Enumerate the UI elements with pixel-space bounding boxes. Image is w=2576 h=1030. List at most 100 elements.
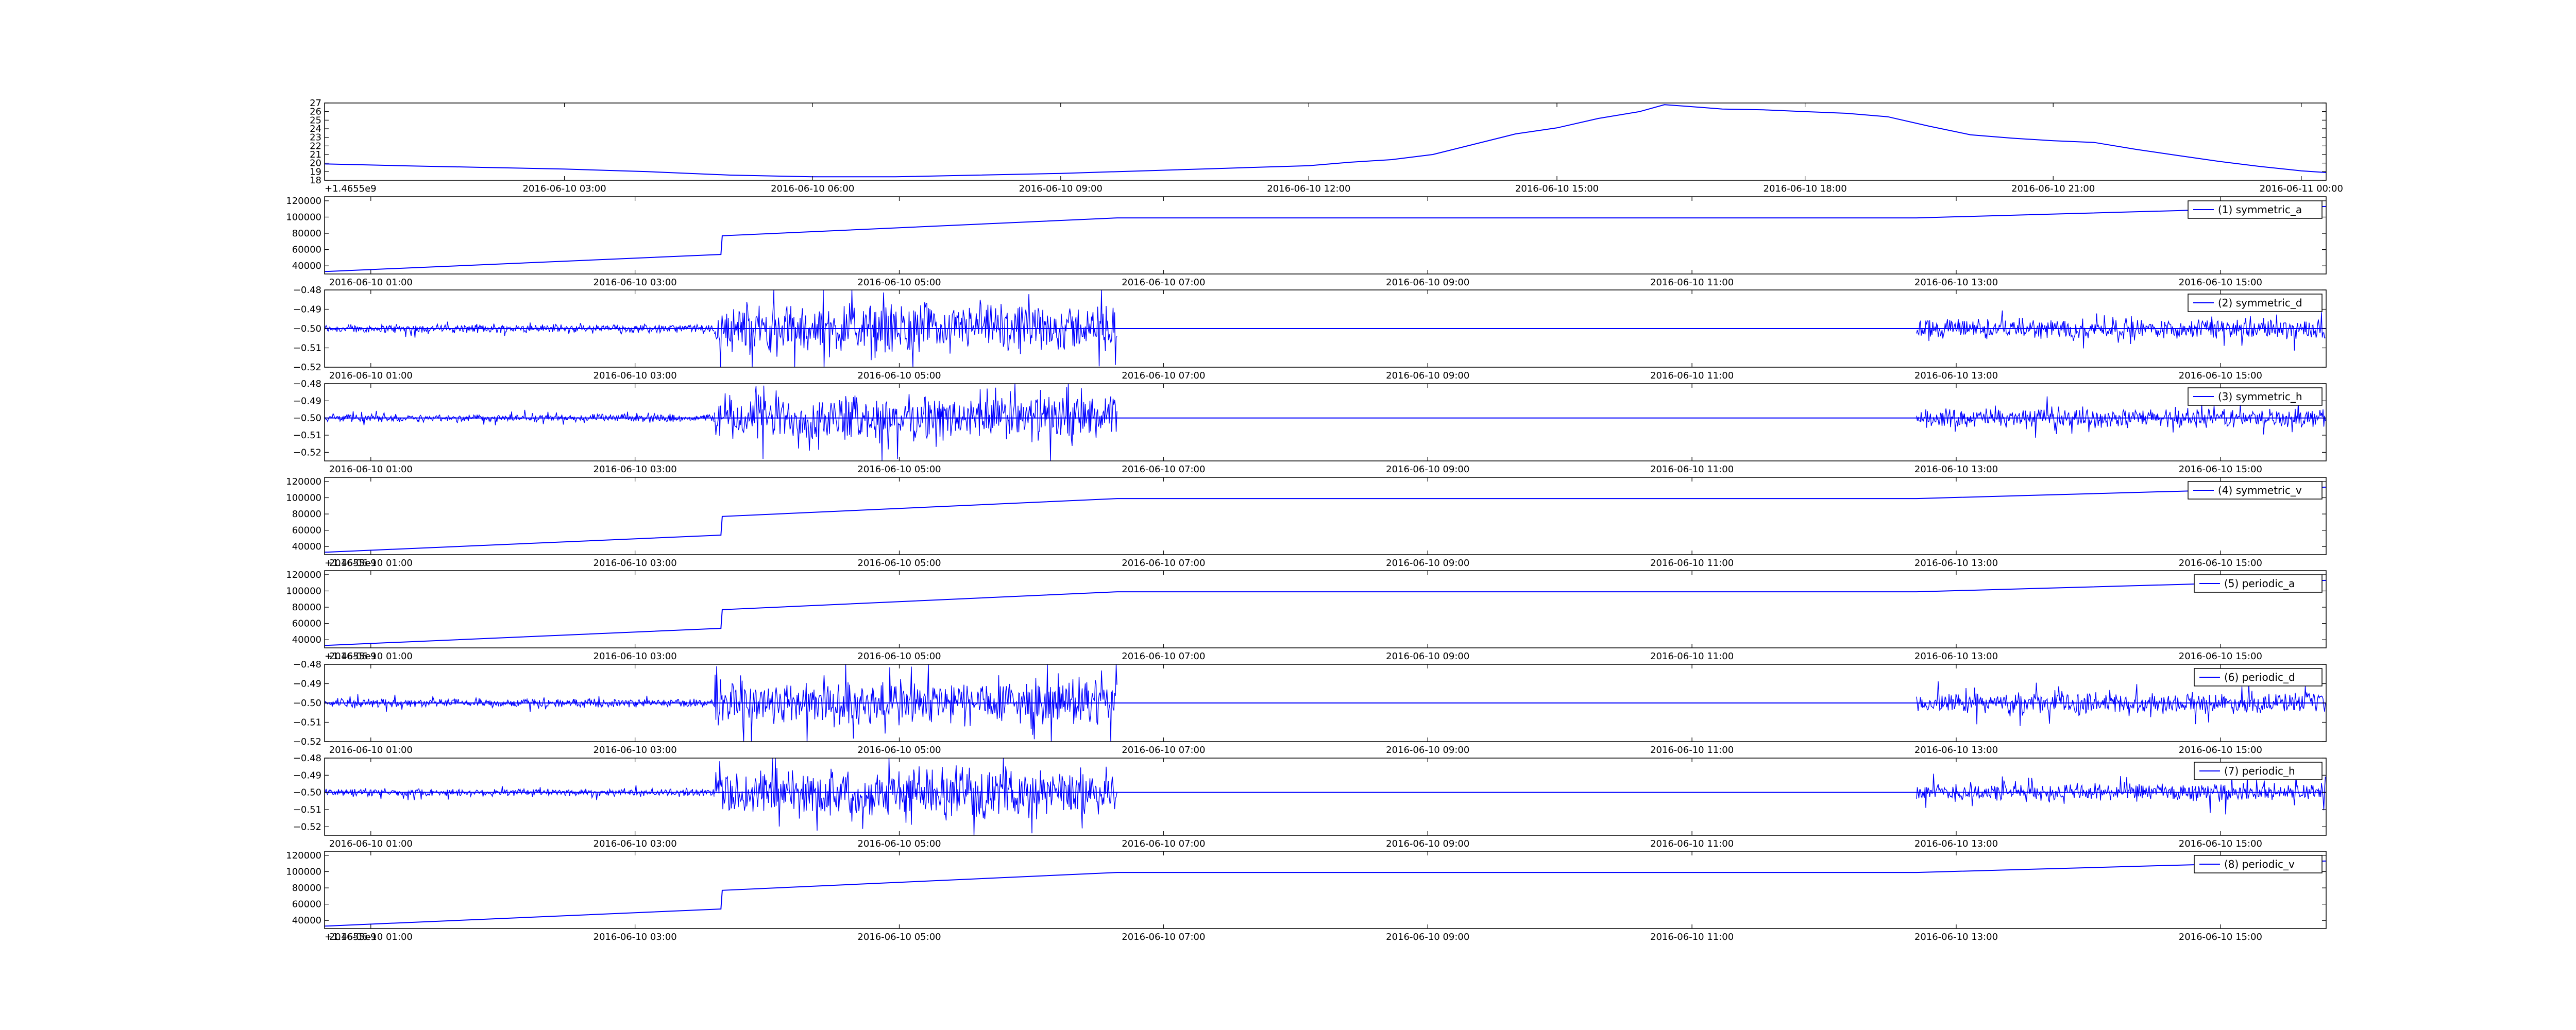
x-offset-label: +1.4655e9 [325, 558, 377, 569]
x-tick-label: 2016-06-10 06:00 [771, 183, 854, 194]
x-tick-label: 2016-06-11 00:00 [2260, 183, 2343, 194]
legend-symmetric_h: (3) symmetric_h [2188, 387, 2323, 406]
subplot-periodic_v: (8) periodic_v 2016-06-10 01:00 2016-06-10… [286, 850, 2327, 942]
x-tick-label: 2016-06-10 09:00 [1386, 464, 1469, 475]
x-tick-label: 2016-06-10 05:00 [857, 651, 941, 662]
x-tick-label: 2016-06-10 01:00 [329, 370, 413, 381]
series-line-periodic_d-segment-1 [714, 664, 1117, 742]
legend-label: (6) periodic_d [2224, 671, 2295, 683]
x-tick-label: 2016-06-10 07:00 [1122, 370, 1205, 381]
x-tick-label: 2016-06-10 15:00 [2179, 277, 2262, 288]
x-tick-label: 2016-06-10 11:00 [1650, 558, 1734, 569]
axes-frame-temperature [324, 102, 2327, 181]
y-tick-label: 40000 [292, 541, 321, 552]
x-tick-label: 2016-06-10 03:00 [594, 745, 677, 756]
y-tick-label: −0.51 [293, 717, 321, 728]
x-tick-label: 2016-06-10 18:00 [1764, 183, 1847, 194]
x-tick-label: 2016-06-10 09:00 [1386, 651, 1469, 662]
series-line-periodic_v [324, 860, 2327, 927]
x-tick-label: 2016-06-10 05:00 [857, 838, 941, 849]
legend-periodic_a: (5) periodic_a [2194, 574, 2323, 593]
y-tick-label: −0.49 [293, 304, 321, 315]
axes-frame-periodic_h [324, 758, 2327, 836]
x-tick-label: 2016-06-10 13:00 [1914, 464, 1998, 475]
y-tick-label: 120000 [286, 476, 321, 487]
x-tick-label: 2016-06-10 05:00 [857, 277, 941, 288]
y-tick-label: 120000 [286, 570, 321, 580]
axes-frame-periodic_v [324, 851, 2327, 929]
y-tick-label: −0.50 [293, 698, 321, 709]
x-tick-label: 2016-06-10 01:00 [329, 932, 413, 942]
y-tick-label: 18 [310, 175, 321, 186]
x-tick-label: 2016-06-10 11:00 [1650, 838, 1734, 849]
y-tick-label: 60000 [292, 245, 321, 255]
subplot-stack: 2016-06-10 03:00 2016-06-10 06:00 2016-06-… [286, 98, 2343, 942]
y-tick-label: 120000 [286, 850, 321, 861]
series-line-symmetric_d-segment-0 [324, 321, 715, 338]
legend-symmetric_d: (2) symmetric_d [2188, 294, 2323, 312]
x-tick-label: 2016-06-10 03:00 [594, 370, 677, 381]
y-tick-label: −0.52 [293, 821, 321, 832]
x-tick-label: 2016-06-10 09:00 [1386, 838, 1469, 849]
y-tick-label: −0.49 [293, 770, 321, 781]
x-tick-label: 2016-06-10 13:00 [1914, 651, 1998, 662]
y-tick-label: 26 [310, 107, 321, 117]
x-tick-label: 2016-06-10 21:00 [2011, 183, 2095, 194]
y-tick-label: 60000 [292, 899, 321, 910]
x-tick-label: 2016-06-10 05:00 [857, 558, 941, 569]
y-tick-label: 22 [310, 141, 321, 151]
subplot-symmetric_h: (3) symmetric_h 2016-06-10 01:00 2016-06-1… [293, 379, 2327, 475]
y-tick-label: 100000 [286, 492, 321, 503]
x-tick-label: 2016-06-10 01:00 [329, 277, 413, 288]
x-tick-label: 2016-06-10 03:00 [594, 277, 677, 288]
series-line-symmetric_v [324, 486, 2327, 553]
x-tick-label: 2016-06-10 15:00 [2179, 745, 2262, 756]
x-tick-label: 2016-06-10 15:00 [2179, 838, 2262, 849]
series-line-symmetric_d-segment-1 [714, 289, 1117, 368]
x-tick-label: 2016-06-10 03:00 [594, 651, 677, 662]
y-tick-label: −0.52 [293, 362, 321, 373]
x-tick-label: 2016-06-10 13:00 [1914, 370, 1998, 381]
x-tick-label: 2016-06-10 09:00 [1386, 277, 1469, 288]
y-tick-label: −0.49 [293, 679, 321, 690]
y-tick-label: 80000 [292, 602, 321, 613]
x-tick-label: 2016-06-10 15:00 [2179, 370, 2262, 381]
x-tick-label: 2016-06-10 15:00 [2179, 651, 2262, 662]
legend-periodic_v: (8) periodic_v [2194, 855, 2323, 873]
series-line-symmetric_d-segment-2 [1916, 310, 2326, 351]
x-tick-label: 2016-06-10 12:00 [1267, 183, 1350, 194]
x-tick-label: 2016-06-10 13:00 [1914, 838, 1998, 849]
series-line-periodic_d-segment-0 [324, 694, 715, 712]
y-tick-label: −0.52 [293, 447, 321, 458]
x-tick-label: 2016-06-10 11:00 [1650, 370, 1734, 381]
x-tick-label: 2016-06-10 13:00 [1914, 558, 1998, 569]
y-tick-label: −0.48 [293, 379, 321, 389]
y-tick-label: 20 [310, 158, 321, 169]
y-tick-label: 80000 [292, 509, 321, 520]
subplot-symmetric_v: (4) symmetric_v 2016-06-10 01:00 2016-06-1… [286, 476, 2327, 569]
x-tick-label: 2016-06-10 09:00 [1386, 370, 1469, 381]
y-tick-label: −0.48 [293, 285, 321, 296]
series-line-symmetric_h-segment-2 [1916, 396, 2326, 438]
x-tick-label: 2016-06-10 07:00 [1122, 464, 1205, 475]
x-tick-label: 2016-06-10 03:00 [594, 932, 677, 942]
subplot-periodic_d: (6) periodic_d 2016-06-10 01:00 2016-06-10… [293, 659, 2327, 756]
x-tick-label: 2016-06-10 05:00 [857, 745, 941, 756]
y-tick-label: −0.50 [293, 323, 321, 334]
x-tick-label: 2016-06-10 01:00 [329, 745, 413, 756]
axes-frame-periodic_a [324, 570, 2327, 648]
series-line-periodic_h-segment-1 [714, 758, 1117, 836]
x-tick-label: 2016-06-10 07:00 [1122, 932, 1205, 942]
y-tick-label: 19 [310, 166, 321, 177]
legend-symmetric_a: (1) symmetric_a [2188, 200, 2323, 219]
subplot-temperature: 2016-06-10 03:00 2016-06-10 06:00 2016-06-… [310, 98, 2343, 194]
x-offset-label: +1.4655e9 [325, 651, 377, 662]
y-tick-label: 60000 [292, 525, 321, 536]
series-line-symmetric_h-segment-1 [714, 383, 1117, 461]
y-tick-label: −0.50 [293, 787, 321, 798]
x-tick-label: 2016-06-10 07:00 [1122, 651, 1205, 662]
subplot-symmetric_a: (1) symmetric_a 2016-06-10 01:00 2016-06-1… [286, 196, 2327, 288]
y-tick-label: −0.52 [293, 736, 321, 747]
x-tick-label: 2016-06-10 03:00 [522, 183, 606, 194]
x-tick-label: 2016-06-10 07:00 [1122, 277, 1205, 288]
